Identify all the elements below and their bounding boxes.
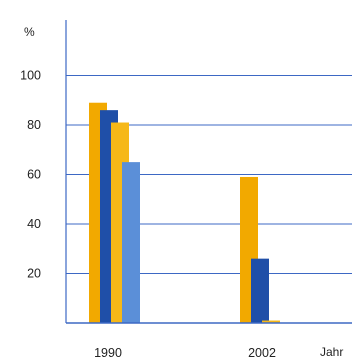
y-tick-labels: 20 40 60 80 100	[20, 69, 41, 281]
x-axis-label: Jahr	[320, 345, 343, 359]
y-tick-label: 40	[27, 217, 41, 231]
y-axis-label: %	[24, 25, 35, 39]
x-tick-label: 1990	[94, 346, 122, 360]
y-tick-label: 80	[27, 118, 41, 132]
x-tick-label: 2002	[248, 346, 276, 360]
y-tick-label: 100	[20, 69, 41, 83]
bar	[122, 162, 140, 323]
bars	[89, 102, 280, 324]
x-tick-labels: 1990 2002	[94, 346, 276, 360]
y-tick-label: 60	[27, 168, 41, 182]
y-tick-label: 20	[27, 267, 41, 281]
bar	[251, 258, 269, 323]
bar	[262, 320, 280, 323]
